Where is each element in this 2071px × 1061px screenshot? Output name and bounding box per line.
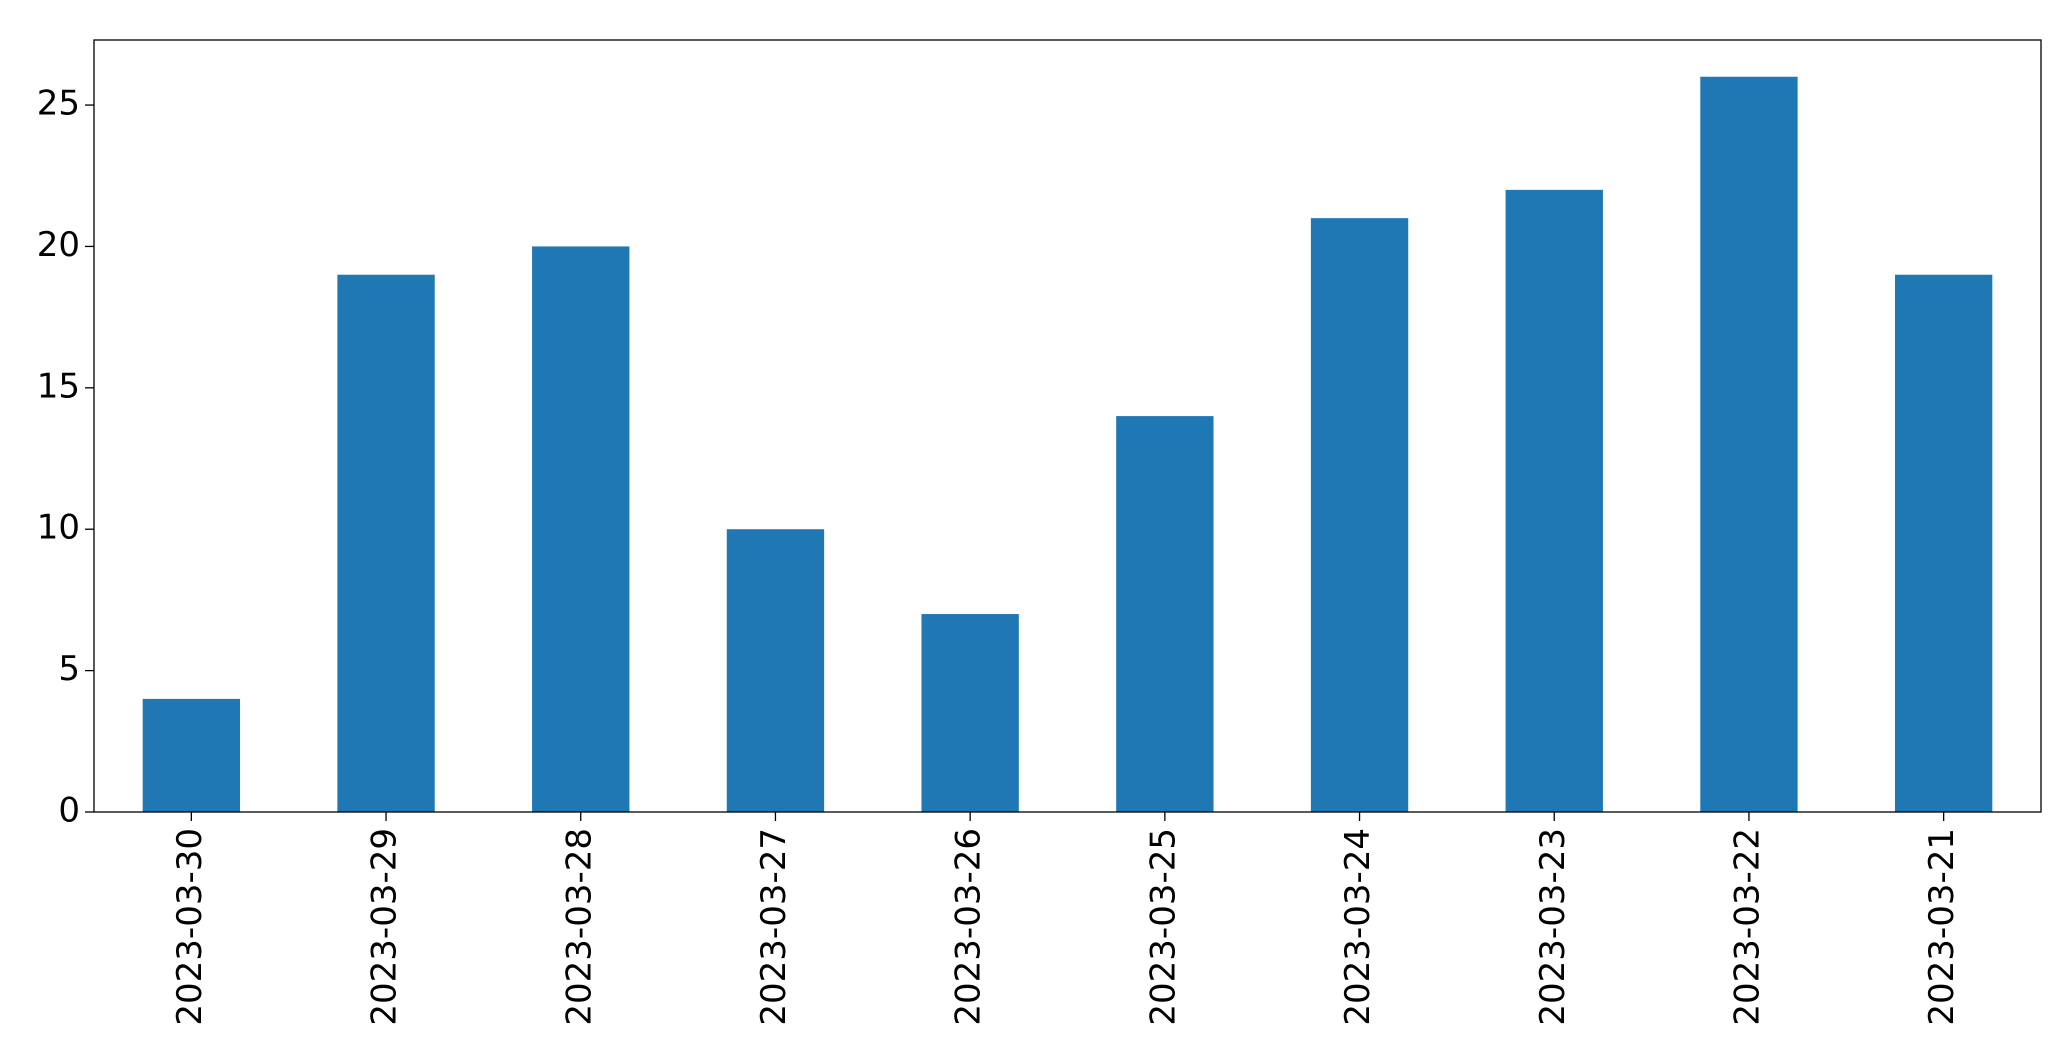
bar (337, 274, 435, 812)
bar (726, 529, 825, 812)
bar (921, 614, 1019, 812)
bar (1700, 76, 1798, 812)
x-tick-label: 2023-03-25 (1143, 828, 1183, 1026)
x-tick-label: 2023-03-21 (1922, 828, 1962, 1026)
y-tick-label: 25 (37, 84, 80, 124)
x-tick-label: 2023-03-30 (170, 828, 210, 1026)
x-tick-label: 2023-03-28 (559, 828, 599, 1026)
x-tick-label: 2023-03-22 (1727, 828, 1767, 1026)
y-tick-label: 0 (58, 791, 80, 831)
plot-frame (93, 39, 2042, 813)
x-tick-label: 2023-03-29 (365, 828, 405, 1026)
y-tick-label: 10 (37, 508, 80, 548)
bar (1894, 274, 1993, 812)
y-tick-label: 5 (58, 649, 80, 689)
x-tick-label: 2023-03-27 (754, 828, 794, 1026)
y-tick-label: 20 (37, 225, 80, 265)
bar (532, 246, 630, 812)
bar (1116, 416, 1214, 812)
bar (1505, 189, 1603, 812)
y-tick-label: 15 (37, 366, 80, 406)
x-tick-label: 2023-03-24 (1338, 828, 1378, 1026)
bar (142, 698, 241, 812)
x-tick-label: 2023-03-23 (1533, 828, 1573, 1026)
x-tick-label: 2023-03-26 (949, 828, 989, 1026)
bar (1310, 218, 1409, 813)
